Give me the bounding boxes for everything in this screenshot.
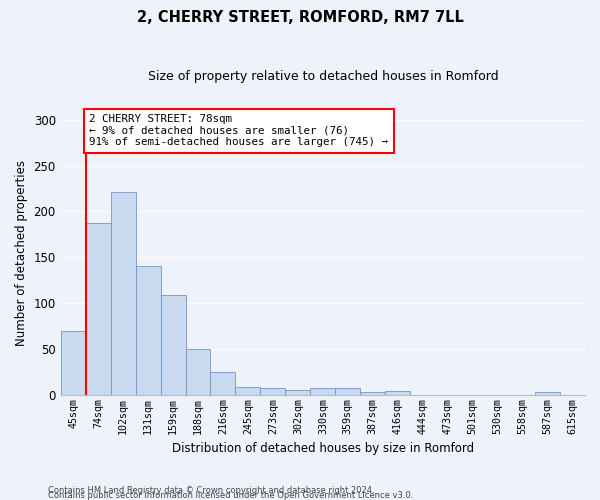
- Text: 2 CHERRY STREET: 78sqm
← 9% of detached houses are smaller (76)
91% of semi-deta: 2 CHERRY STREET: 78sqm ← 9% of detached …: [89, 114, 388, 148]
- Bar: [360, 392, 385, 395]
- Bar: [211, 372, 235, 395]
- Title: Size of property relative to detached houses in Romford: Size of property relative to detached ho…: [148, 70, 498, 83]
- Bar: [110, 192, 136, 395]
- Text: Contains HM Land Registry data © Crown copyright and database right 2024.: Contains HM Land Registry data © Crown c…: [48, 486, 374, 495]
- Bar: [260, 388, 286, 395]
- X-axis label: Distribution of detached houses by size in Romford: Distribution of detached houses by size …: [172, 442, 474, 455]
- Bar: [286, 390, 310, 395]
- Bar: [535, 392, 560, 395]
- Bar: [86, 224, 110, 395]
- Text: Contains public sector information licensed under the Open Government Licence v3: Contains public sector information licen…: [48, 491, 413, 500]
- Bar: [310, 388, 335, 395]
- Bar: [136, 266, 161, 395]
- Bar: [61, 330, 86, 395]
- Bar: [185, 349, 211, 395]
- Bar: [161, 295, 185, 395]
- Bar: [385, 391, 410, 395]
- Text: 2, CHERRY STREET, ROMFORD, RM7 7LL: 2, CHERRY STREET, ROMFORD, RM7 7LL: [137, 10, 463, 25]
- Bar: [335, 388, 360, 395]
- Bar: [235, 386, 260, 395]
- Y-axis label: Number of detached properties: Number of detached properties: [15, 160, 28, 346]
